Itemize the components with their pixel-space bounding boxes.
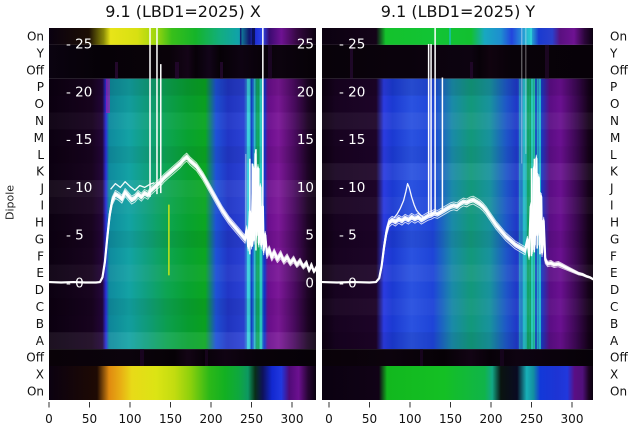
x-tick-label: 200 xyxy=(200,412,223,426)
row-label-left: L xyxy=(37,148,44,162)
signal-trace-outlier xyxy=(110,181,155,191)
row-label-left: Y xyxy=(36,46,45,60)
inner-y-tick-left: - 15 xyxy=(339,132,365,148)
row-label-right: O xyxy=(610,97,619,111)
inner-y-tick-left: - 25 xyxy=(339,37,365,53)
row-label-right: D xyxy=(610,283,619,297)
x-tick-label: 50 xyxy=(362,412,377,426)
inner-y-tick-left: - 10 xyxy=(339,180,365,196)
row-label-right: F xyxy=(610,249,617,263)
row-label-right: E xyxy=(610,266,618,280)
x-tick-label: 250 xyxy=(520,412,543,426)
row-label-left: I xyxy=(40,199,44,213)
x-tick-label: 250 xyxy=(240,412,263,426)
x-tick-label: 100 xyxy=(119,412,142,426)
inner-y-tick-right: 15 xyxy=(297,132,314,148)
row-label-right: Off xyxy=(610,351,628,365)
row-label-right: G xyxy=(610,232,619,246)
row-label-right: N xyxy=(610,114,619,128)
x-tick-label: 50 xyxy=(82,412,97,426)
x-tick-label: 100 xyxy=(399,412,422,426)
row-label-right: J xyxy=(609,182,614,196)
signal-trace xyxy=(322,162,593,284)
row-label-right: On xyxy=(610,385,627,399)
x-tick-label: 0 xyxy=(45,412,53,426)
signal-trace xyxy=(49,155,316,284)
inner-y-tick-left: - 0 xyxy=(66,276,84,292)
row-label-left: On xyxy=(27,29,44,43)
inner-y-tick-left: - 0 xyxy=(339,276,357,292)
inner-y-tick-right: 10 xyxy=(297,180,314,196)
row-label-left: X xyxy=(36,368,44,382)
inner-y-tick-left: - 25 xyxy=(66,37,92,53)
dipole-axis-label: Dipole xyxy=(3,184,17,221)
row-label-left: B xyxy=(36,317,44,331)
signal-trace-outlier xyxy=(393,182,427,219)
row-label-left: F xyxy=(37,249,44,263)
panel-y: - 25 - 20 - 15 - 10 - 5 - 0 xyxy=(322,28,593,400)
row-label-right: I xyxy=(610,199,614,213)
row-label-right: L xyxy=(610,148,617,162)
row-label-left: D xyxy=(35,283,44,297)
row-label-left: M xyxy=(34,131,44,145)
inner-y-tick-right: 5 xyxy=(305,228,314,244)
inner-y-tick-left: - 5 xyxy=(339,228,357,244)
row-label-right: Off xyxy=(610,63,628,77)
row-label-left: Off xyxy=(26,351,44,365)
row-label-right: On xyxy=(610,29,627,43)
inner-y-tick-left: - 20 xyxy=(339,84,365,100)
row-label-right: P xyxy=(610,80,617,94)
signal-trace xyxy=(49,157,316,284)
row-label-left: J xyxy=(39,182,44,196)
row-label-left: On xyxy=(27,385,44,399)
row-label-left: O xyxy=(35,97,44,111)
row-label-right: A xyxy=(610,334,619,348)
x-tick-label: 0 xyxy=(325,412,333,426)
x-tick-label: 200 xyxy=(480,412,503,426)
row-label-left: K xyxy=(36,165,45,179)
row-label-right: B xyxy=(610,317,618,331)
panel-x: - 25 - 20 - 15 - 10 - 5 - 0 25 20 15 10 5 0 xyxy=(49,28,316,400)
row-label-left: H xyxy=(35,215,44,229)
row-label-left: P xyxy=(37,80,44,94)
inner-y-tick-left: - 5 xyxy=(66,228,84,244)
signal-trace xyxy=(49,151,316,284)
row-label-left: G xyxy=(35,232,44,246)
right-panel-title: 9.1 (LBD1=2025) Y xyxy=(380,2,536,21)
inner-y-tick-left: - 15 xyxy=(66,132,92,148)
row-label-right: M xyxy=(610,131,620,145)
row-label-left: E xyxy=(36,266,44,280)
row-label-right: Y xyxy=(609,46,618,60)
row-label-right: H xyxy=(610,215,619,229)
inner-y-tick-right: 25 xyxy=(297,37,314,53)
inner-y-tick-left: - 10 xyxy=(66,180,92,196)
x-tick-label: 300 xyxy=(281,412,304,426)
row-label-right: X xyxy=(610,368,618,382)
row-label-left: N xyxy=(35,114,44,128)
row-label-left: A xyxy=(36,334,45,348)
signal-trace xyxy=(49,152,316,284)
inner-y-tick-left: - 20 xyxy=(66,84,92,100)
row-label-right: K xyxy=(610,165,619,179)
row-label-left: Off xyxy=(26,63,44,77)
signal-trace xyxy=(49,149,316,283)
row-label-right: C xyxy=(610,300,618,314)
left-panel-title: 9.1 (LBD1=2025) X xyxy=(105,2,261,21)
inner-y-tick-right: 20 xyxy=(297,84,314,100)
x-tick-label: 300 xyxy=(561,412,584,426)
row-label-left: C xyxy=(36,300,44,314)
inner-y-tick-right: 0 xyxy=(305,276,314,292)
x-tick-label: 150 xyxy=(159,412,182,426)
x-tick-label: 150 xyxy=(439,412,462,426)
